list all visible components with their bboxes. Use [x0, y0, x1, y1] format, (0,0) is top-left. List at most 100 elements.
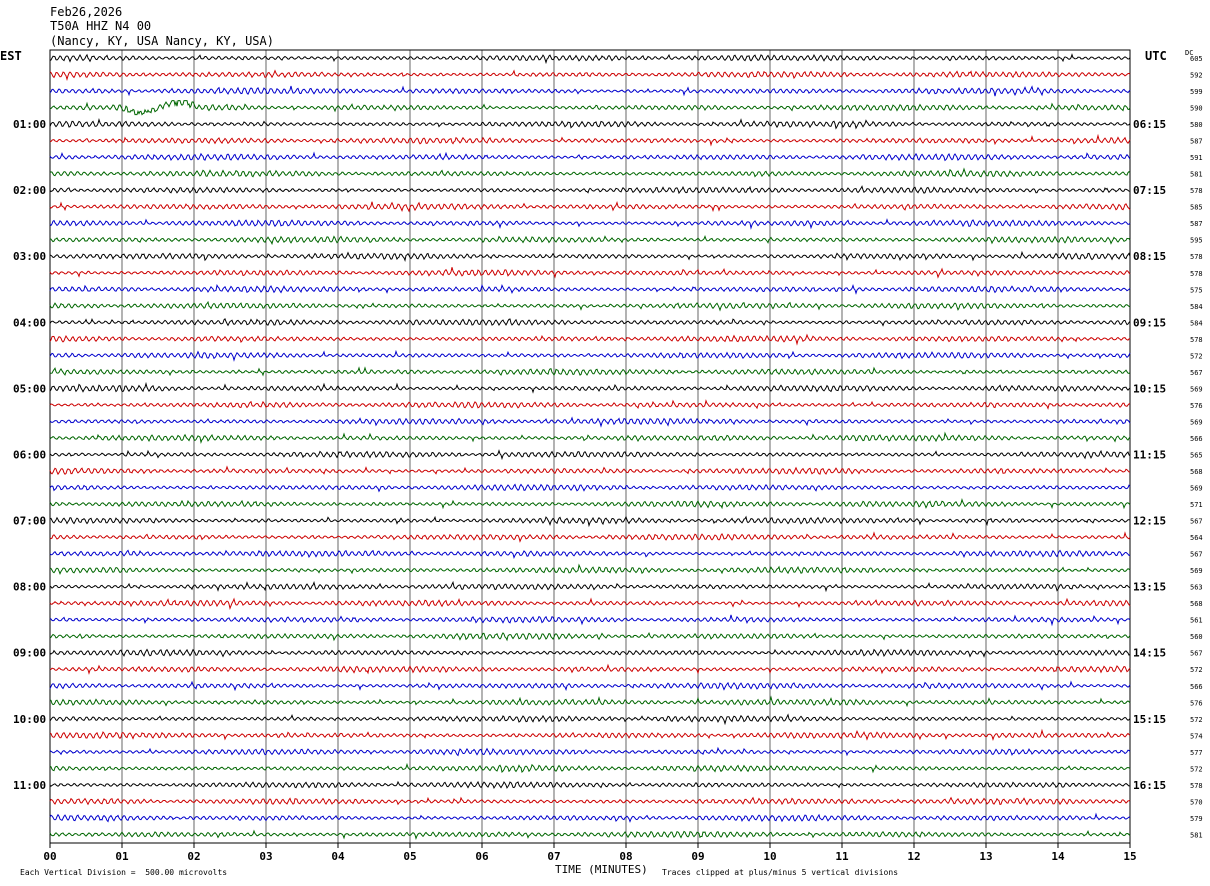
utc-hour-label: 09:15 [1133, 316, 1166, 329]
x-tick-label: 10 [763, 850, 776, 863]
seismic-trace [49, 762, 1131, 774]
seismic-trace [49, 234, 1131, 246]
dc-offset-label: 587 [1190, 138, 1203, 146]
dc-offset-label: 572 [1190, 765, 1203, 773]
seismic-trace [49, 746, 1131, 757]
seismic-trace [49, 416, 1131, 428]
seismic-trace [49, 614, 1131, 627]
dc-offset-label: 569 [1190, 418, 1203, 426]
dc-offset-label: 590 [1190, 105, 1203, 113]
seismic-trace [49, 366, 1131, 377]
dc-offset-label: 570 [1190, 798, 1203, 806]
dc-offset-label: 584 [1190, 319, 1203, 327]
station-code: T50A HHZ N4 00 [50, 19, 152, 33]
seismic-trace [49, 200, 1131, 213]
seismic-trace [49, 100, 1131, 116]
utc-hour-label: 06:15 [1133, 118, 1166, 131]
seismic-trace [49, 250, 1131, 263]
dc-offset-label: 584 [1190, 303, 1203, 311]
seismic-trace [49, 69, 1131, 82]
dc-offset-label: 560 [1190, 633, 1203, 641]
plot-frame [49, 49, 1131, 844]
seismic-trace [49, 185, 1131, 195]
station-location: (Nancy, KY, USA Nancy, KY, USA) [50, 34, 274, 48]
x-tick-label: 00 [43, 850, 56, 863]
seismic-trace [49, 465, 1131, 476]
dc-offset-label: 577 [1190, 749, 1203, 757]
seismic-trace [49, 563, 1131, 576]
seismic-trace [49, 531, 1131, 543]
est-label: EST [0, 49, 22, 63]
utc-hour-label: 08:15 [1133, 250, 1166, 263]
est-hour-label: 11:00 [13, 779, 46, 792]
est-hour-label: 09:00 [13, 647, 46, 660]
dc-offset-label: 580 [1190, 121, 1203, 129]
dc-offset-label: 572 [1190, 352, 1203, 360]
est-hour-label: 10:00 [13, 713, 46, 726]
dc-offset-label: 578 [1190, 187, 1203, 195]
seismic-trace [49, 580, 1131, 593]
seismic-trace [49, 283, 1131, 295]
dc-offset-label: 585 [1190, 204, 1203, 212]
utc-hour-label: 13:15 [1133, 581, 1166, 594]
seismic-trace [49, 648, 1131, 658]
dc-offset-label: 566 [1190, 683, 1203, 691]
est-hour-label: 05:00 [13, 382, 46, 395]
dc-offset-label: 569 [1190, 485, 1203, 493]
dc-offset-label: 567 [1190, 518, 1203, 526]
seismic-trace [49, 449, 1131, 461]
dc-offset-label: 578 [1190, 336, 1203, 344]
seismic-trace [49, 317, 1131, 327]
x-tick-label: 06 [475, 850, 489, 863]
x-tick-label: 03 [259, 850, 272, 863]
seismic-trace [49, 85, 1131, 97]
dc-offset-label: 574 [1190, 732, 1203, 740]
seismic-trace [49, 218, 1131, 230]
x-axis-title: TIME (MINUTES) [555, 863, 648, 876]
dc-offset-label: 578 [1190, 782, 1203, 790]
est-hour-label: 08:00 [13, 581, 46, 594]
seismic-trace [49, 117, 1131, 130]
dc-offset-label: 575 [1190, 286, 1203, 294]
seismic-trace [49, 483, 1131, 493]
footer-clip: Traces clipped at plus/minus 5 vertical … [662, 868, 899, 877]
seismic-trace [49, 133, 1131, 147]
utc-hour-label: 15:15 [1133, 713, 1166, 726]
dc-offset-label: 569 [1190, 567, 1203, 575]
seismic-trace [49, 728, 1131, 742]
utc-label: UTC [1145, 49, 1167, 63]
dc-offset-label: 567 [1190, 650, 1203, 658]
seismic-trace [49, 680, 1131, 692]
x-tick-label: 02 [187, 850, 200, 863]
dc-offset-label: 572 [1190, 666, 1203, 674]
dc-offset-label: 591 [1190, 154, 1203, 162]
seismic-trace [49, 812, 1131, 823]
seismic-trace [49, 597, 1131, 611]
x-tick-label: 01 [115, 850, 129, 863]
seismic-trace [49, 695, 1131, 708]
x-tick-label: 11 [835, 850, 849, 863]
utc-hour-label: 11:15 [1133, 448, 1166, 461]
est-hour-label: 04:00 [13, 316, 46, 329]
utc-hour-label: 10:15 [1133, 382, 1166, 395]
dc-offset-label: 568 [1190, 468, 1203, 476]
est-hour-label: 03:00 [13, 250, 46, 263]
seismic-trace [49, 780, 1131, 789]
dc-offset-label: 605 [1190, 55, 1203, 63]
dc-label: DC [1185, 49, 1194, 57]
dc-offset-label: 595 [1190, 237, 1203, 245]
seismic-trace [49, 515, 1131, 528]
dc-offset-label: 578 [1190, 270, 1203, 278]
x-tick-label: 13 [979, 850, 992, 863]
dc-offset-label: 576 [1190, 402, 1203, 410]
footer-scale: Each Vertical Division = 500.00 microvol… [20, 868, 228, 877]
dc-offset-label: 567 [1190, 369, 1203, 377]
x-tick-label: 04 [331, 850, 345, 863]
seismic-trace [49, 399, 1131, 410]
x-tick-label: 15 [1123, 850, 1136, 863]
dc-offset-label: 564 [1190, 534, 1203, 542]
x-tick-label: 12 [907, 850, 920, 863]
utc-hour-label: 12:15 [1133, 515, 1166, 528]
dc-offset-label: 581 [1190, 171, 1203, 179]
